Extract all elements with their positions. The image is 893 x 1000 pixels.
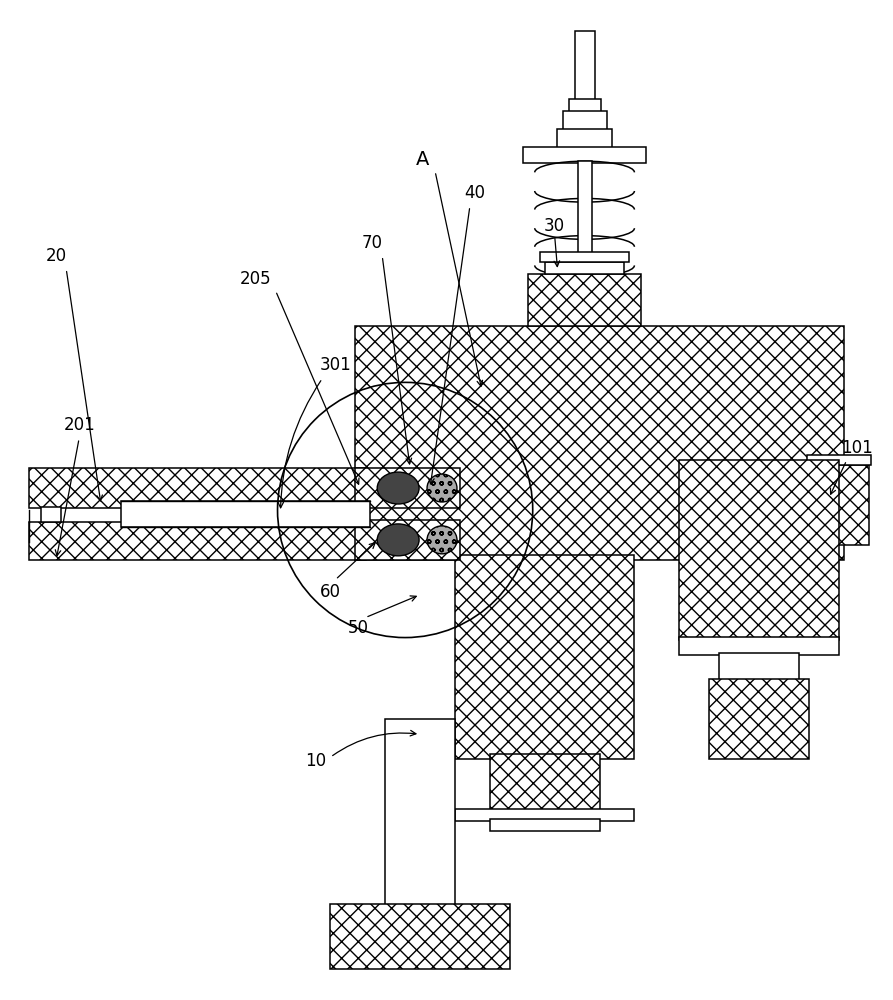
Bar	[528, 274, 641, 326]
Bar	[574, 31, 595, 101]
Text: 60: 60	[320, 583, 341, 601]
Bar	[385, 719, 455, 909]
Bar	[569, 99, 600, 113]
Bar	[556, 129, 613, 149]
Bar	[490, 819, 599, 831]
Text: 101: 101	[841, 439, 872, 457]
Bar	[539, 252, 630, 262]
Bar	[709, 679, 809, 759]
Text: 70: 70	[362, 234, 383, 252]
Text: 50: 50	[347, 619, 369, 637]
Bar	[330, 904, 510, 969]
Text: A: A	[415, 150, 429, 169]
Text: 301: 301	[320, 356, 351, 374]
Bar	[680, 637, 839, 655]
Ellipse shape	[377, 472, 419, 504]
Bar	[29, 468, 366, 508]
Ellipse shape	[377, 524, 419, 556]
Bar	[29, 522, 366, 560]
Bar	[41, 507, 62, 522]
Text: 205: 205	[240, 270, 271, 288]
Bar	[578, 161, 591, 340]
Bar	[533, 325, 637, 339]
Bar	[550, 337, 620, 352]
Text: 10: 10	[305, 752, 326, 770]
Bar	[563, 111, 606, 131]
Bar	[719, 653, 799, 684]
Text: 40: 40	[464, 184, 486, 202]
Bar	[455, 555, 634, 759]
Bar	[455, 809, 634, 821]
Ellipse shape	[427, 474, 457, 502]
Text: 201: 201	[63, 416, 95, 434]
Bar	[121, 501, 371, 527]
Bar	[355, 468, 460, 508]
Bar	[522, 147, 647, 163]
Text: 20: 20	[46, 247, 67, 265]
Bar	[490, 754, 599, 814]
Bar	[680, 460, 839, 640]
Text: 30: 30	[544, 217, 565, 235]
Bar	[355, 520, 460, 560]
Bar	[809, 465, 869, 545]
Bar	[355, 326, 844, 560]
Bar	[807, 455, 871, 465]
Ellipse shape	[427, 526, 457, 554]
Bar	[545, 262, 624, 274]
